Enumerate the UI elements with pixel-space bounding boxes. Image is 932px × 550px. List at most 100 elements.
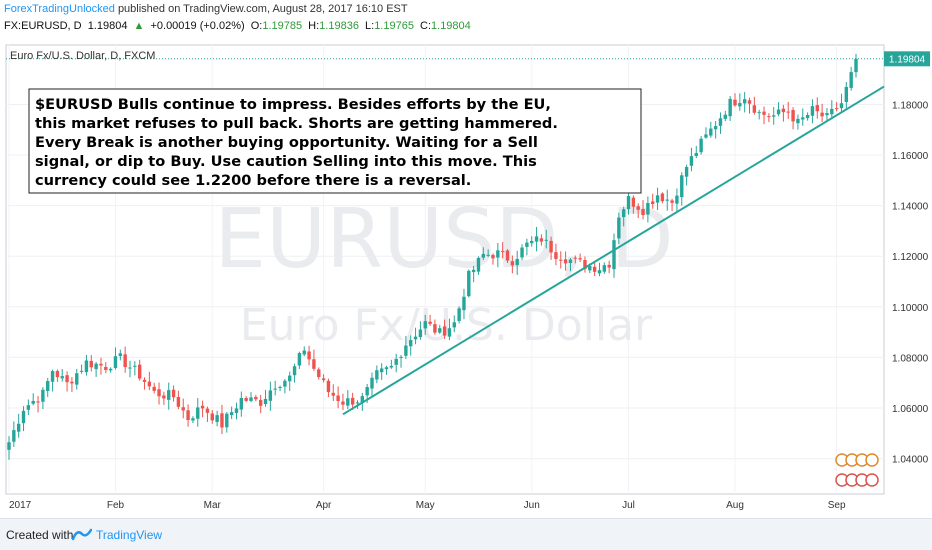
candle — [99, 357, 103, 375]
close-label: C: — [420, 20, 432, 32]
candle — [16, 413, 21, 438]
price-tick-label: 1.16000 — [892, 151, 929, 162]
close-value: 1.19804 — [431, 20, 471, 32]
candle — [409, 335, 413, 356]
candle — [820, 103, 824, 123]
candle — [152, 382, 156, 394]
candle — [394, 353, 398, 373]
chart-area[interactable]: EURUSD, D Euro Fx/U.S. Dollar Euro Fx/U.… — [0, 42, 932, 518]
candle — [602, 262, 607, 274]
candle — [36, 396, 40, 413]
candle — [462, 288, 466, 320]
watermark-description: Euro Fx/U.S. Dollar — [240, 300, 653, 351]
candle — [375, 365, 379, 384]
candle — [307, 345, 311, 366]
candle — [423, 314, 427, 335]
candle — [162, 391, 166, 405]
candle — [699, 136, 703, 155]
candle — [815, 97, 819, 119]
candle — [70, 377, 74, 393]
candle — [481, 247, 486, 260]
candle — [592, 261, 597, 277]
price-tick-label: 1.10000 — [892, 303, 929, 314]
annotation-line: $EURUSD Bulls continue to impress. Besid… — [35, 96, 551, 113]
price-chart[interactable]: EURUSD, D Euro Fx/U.S. Dollar Euro Fx/U.… — [0, 42, 932, 518]
ohlc-line: FX:EURUSD, D 1.19804 ▲ +0.00019 (+0.02%)… — [4, 20, 474, 32]
candle — [680, 172, 684, 206]
candle — [597, 262, 602, 277]
price-tick-label: 1.18000 — [892, 100, 929, 111]
candle — [273, 380, 277, 396]
candle — [660, 192, 665, 204]
candle — [704, 127, 708, 139]
price-tick-label: 1.06000 — [892, 404, 929, 415]
candle — [496, 242, 500, 268]
candle — [718, 112, 723, 134]
candle — [389, 359, 394, 369]
candle — [796, 114, 800, 130]
candle — [830, 100, 834, 119]
candle — [341, 393, 345, 411]
time-tick-label: Mar — [204, 500, 222, 511]
candle — [655, 187, 660, 211]
candle — [128, 360, 132, 378]
candle — [225, 412, 229, 433]
candle — [79, 364, 84, 374]
candle — [404, 335, 408, 360]
candle — [50, 369, 55, 392]
last-price-tag: 1.19804 — [884, 51, 930, 67]
candle — [167, 382, 171, 410]
candle — [747, 97, 752, 114]
price-axis[interactable]: 1.18000 1.16000 1.14000 1.12000 1.10000 1.080… — [892, 100, 929, 465]
event-flag-icon[interactable] — [865, 473, 879, 487]
candle — [520, 244, 524, 261]
candle — [75, 368, 79, 390]
candle — [834, 102, 839, 112]
time-tick-label: Jun — [524, 500, 540, 511]
candle — [133, 361, 137, 376]
candle — [200, 400, 205, 418]
candle — [713, 120, 718, 139]
candle — [157, 382, 161, 405]
tradingview-brand[interactable]: TradingView — [96, 528, 163, 542]
candle — [500, 242, 505, 259]
candle — [254, 394, 258, 402]
candle — [65, 371, 69, 392]
candle — [530, 236, 534, 247]
time-tick-label: Jul — [622, 500, 635, 511]
candle — [229, 406, 234, 420]
candle — [471, 265, 476, 283]
candle — [510, 255, 515, 274]
candle — [244, 395, 248, 403]
candle — [447, 318, 452, 340]
candle — [786, 101, 790, 119]
candle — [234, 402, 239, 420]
candle — [438, 324, 442, 334]
candle — [350, 392, 355, 410]
event-flag-icon[interactable] — [865, 453, 879, 467]
candle — [147, 371, 152, 391]
candle — [549, 236, 553, 260]
candle — [215, 410, 219, 427]
candle — [84, 354, 89, 376]
flag-icons[interactable] — [835, 453, 879, 487]
candle — [515, 250, 519, 275]
candle — [738, 93, 742, 111]
low-label: L: — [365, 20, 375, 32]
author-link[interactable]: ForexTradingUnlocked — [4, 3, 115, 15]
candle — [108, 367, 113, 373]
candle — [452, 315, 456, 333]
candle — [563, 251, 568, 271]
candle — [220, 404, 224, 435]
candle — [539, 234, 544, 246]
candle — [559, 251, 563, 269]
candle — [413, 327, 418, 345]
price-tick-label: 1.12000 — [892, 252, 929, 263]
annotation-box[interactable]: $EURUSD Bulls continue to impress. Besid… — [28, 88, 642, 194]
time-axis[interactable]: 2017 Feb Mar Apr May Jun Jul Aug Sep — [9, 500, 846, 511]
candle — [801, 108, 805, 126]
trendline[interactable] — [342, 85, 885, 416]
created-with-text: Created with — [6, 528, 74, 542]
candle — [55, 369, 60, 382]
candle — [346, 390, 350, 410]
